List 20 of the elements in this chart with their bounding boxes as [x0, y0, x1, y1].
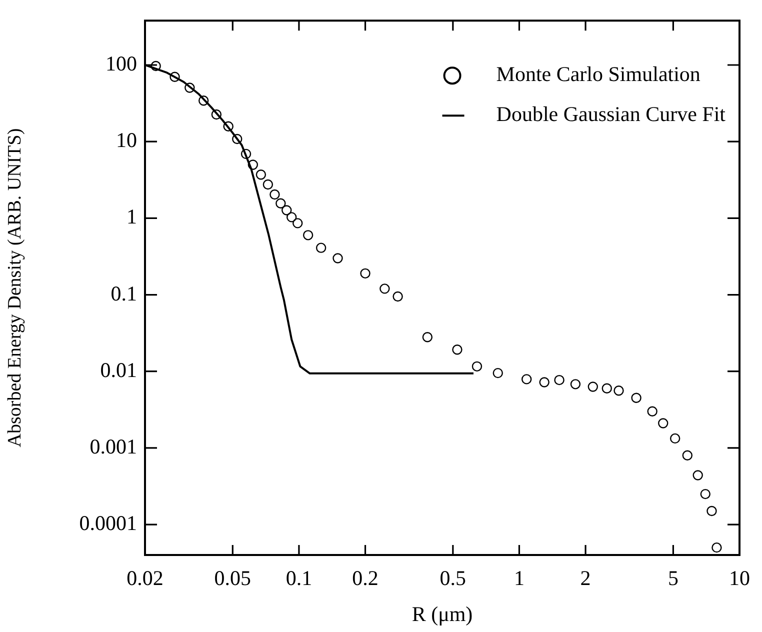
x-tick-label: 1	[514, 566, 524, 590]
x-tick-label: 0.2	[352, 566, 378, 590]
y-axis-title: Absorbed Energy Density (ARB. UNITS)	[4, 128, 26, 448]
x-tick-label: 0.02	[126, 566, 164, 590]
x-tick-label: 0.05	[214, 566, 252, 590]
x-tick-label: 10	[729, 566, 750, 590]
legend-label: Monte Carlo Simulation	[496, 62, 701, 86]
y-tick-label: 1	[126, 204, 137, 229]
y-tick-label: 100	[106, 52, 137, 76]
x-tick-label: 0.1	[286, 566, 312, 590]
legend-label: Double Gaussian Curve Fit	[496, 102, 726, 126]
y-tick-label: 0.1	[110, 281, 137, 306]
x-tick-label: 5	[668, 566, 678, 590]
x-axis-title: R (μm)	[412, 602, 473, 626]
y-tick-label: 0.0001	[79, 511, 137, 536]
y-tick-label: 10	[116, 128, 137, 152]
y-tick-label: 0.01	[100, 358, 137, 382]
x-tick-label: 2	[580, 566, 591, 590]
x-tick-label: 0.5	[440, 566, 466, 590]
y-tick-label: 0.001	[90, 434, 137, 458]
